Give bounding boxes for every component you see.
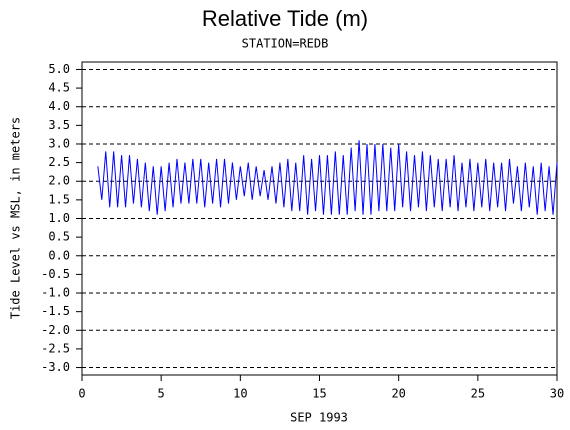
tide-line [97,140,558,215]
y-tick-label: 2.0 [48,174,70,188]
x-tick-label: 10 [233,387,247,401]
x-tick-label: 25 [471,387,485,401]
chart-title: Relative Tide (m) [202,6,368,31]
y-axis-label: Tide Level vs MSL, in meters [9,117,23,319]
y-tick-label: 1.5 [48,192,70,206]
x-axis-label: SEP 1993 [290,411,348,425]
y-tick-label: -3.0 [41,360,70,374]
chart-subtitle: STATION=REDB [242,37,329,51]
x-tick-label: 20 [391,387,405,401]
y-tick-label: 0.5 [48,230,70,244]
y-tick-label: 4.0 [48,99,70,113]
y-tick-label: -1.5 [41,304,70,318]
y-tick-label: -2.0 [41,323,70,337]
y-tick-label: 2.5 [48,155,70,169]
y-tick-label: 4.5 [48,81,70,95]
x-tick-label: 5 [158,387,165,401]
y-tick-label: 3.0 [48,136,70,150]
y-tick-label: 1.0 [48,211,70,225]
y-tick-label: 0.0 [48,248,70,262]
x-tick-label: 0 [78,387,85,401]
x-tick-label: 30 [550,387,564,401]
y-tick-label: 3.5 [48,118,70,132]
y-tick-label: -0.5 [41,267,70,281]
y-tick-label: 5.0 [48,62,70,76]
y-tick-label: -2.5 [41,341,70,355]
y-tick-label: -1.0 [41,286,70,300]
x-tick-label: 15 [312,387,326,401]
